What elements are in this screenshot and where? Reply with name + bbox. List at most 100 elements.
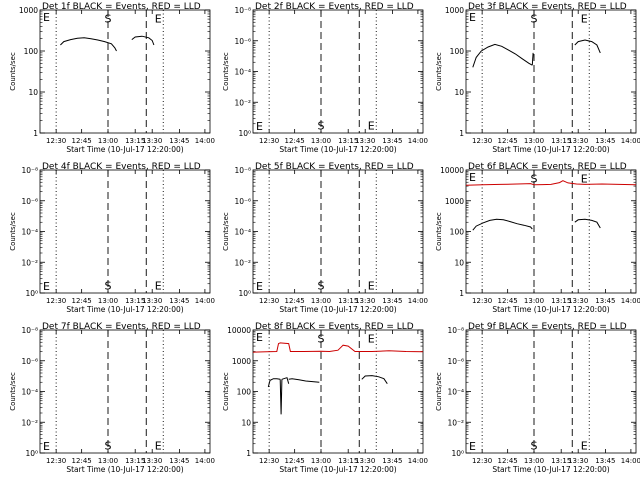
edge-marker: E (256, 331, 263, 344)
edge-marker: E (469, 440, 476, 453)
y-axis-label: Counts/sec (9, 212, 17, 251)
x-tick-label: 13:45 (595, 297, 615, 305)
plot-frame (39, 9, 211, 134)
x-tick-label: 12:30 (46, 137, 66, 145)
y-tick-label: 1 (246, 449, 251, 458)
x-tick-label: 12:45 (285, 137, 305, 145)
y-tick-label: 100 (24, 47, 39, 56)
detector-panel: Det 4f BLACK = Events, RED = LLD 10⁰ 10⁻² 1… (9, 162, 215, 314)
x-axis-label: Start Time (10-Jul-17 12:20:00) (492, 465, 609, 474)
plot-frame (39, 169, 211, 294)
y-tick-label: 1 (459, 289, 464, 298)
edge-marker: E (43, 440, 50, 453)
x-tick-label: 13:00 (311, 137, 331, 145)
detector-panel: Det 3f BLACK = Events, RED = LLD 1 10 100 10… (435, 2, 640, 154)
y-tick-label: 100 (450, 228, 465, 237)
y-tick-label: 1000 (19, 6, 38, 15)
y-tick-label: 10⁻⁸ (234, 166, 251, 175)
x-tick-label: 13:00 (311, 297, 331, 305)
end-marker: E (581, 13, 588, 26)
y-tick-label: 10⁻² (234, 98, 251, 107)
x-tick-label: 13:00 (98, 457, 118, 465)
y-tick-label: 100 (450, 47, 465, 56)
start-marker: S (318, 333, 325, 346)
y-tick-label: 10 (28, 88, 38, 97)
panel-title: Det 3f BLACK = Events, RED = LLD (468, 2, 627, 12)
plot-frame (465, 9, 637, 134)
x-tick-label: 14:00 (621, 137, 640, 145)
start-marker: S (318, 280, 325, 293)
x-tick-label: 13:45 (382, 297, 402, 305)
y-tick-label: 10⁻² (21, 418, 38, 427)
y-tick-label: 10⁻⁴ (447, 388, 464, 397)
edge-marker: E (43, 280, 50, 293)
panel-title: Det 5f BLACK = Events, RED = LLD (255, 162, 414, 172)
end-marker: E (155, 280, 162, 293)
edge-marker: E (469, 11, 476, 24)
x-tick-label: 12:30 (472, 137, 492, 145)
y-tick-label: 10⁰ (238, 129, 251, 138)
x-tick-label: 13:15 (125, 297, 145, 305)
end-marker: E (581, 173, 588, 186)
x-tick-label: 14:00 (408, 297, 428, 305)
x-tick-label: 13:30 (142, 457, 162, 465)
x-tick-label: 13:30 (355, 137, 375, 145)
lld-series-line (465, 180, 637, 186)
x-tick-label: 12:30 (472, 457, 492, 465)
x-tick-label: 12:30 (46, 297, 66, 305)
y-axis-label: Counts/sec (9, 372, 17, 411)
y-axis-label: Counts/sec (435, 372, 443, 411)
plot-frame (39, 329, 211, 454)
x-tick-label: 12:45 (285, 297, 305, 305)
y-tick-label: 10⁻⁴ (21, 228, 38, 237)
x-tick-label: 14:00 (408, 457, 428, 465)
y-tick-label: 10⁰ (25, 289, 38, 298)
plot-frame (252, 329, 424, 454)
y-tick-label: 1000 (232, 357, 251, 366)
x-tick-label: 13:45 (169, 137, 189, 145)
y-tick-label: 10⁰ (25, 449, 38, 458)
x-tick-label: 13:00 (98, 297, 118, 305)
x-tick-label: 14:00 (195, 137, 215, 145)
x-tick-label: 14:00 (621, 297, 640, 305)
y-tick-label: 10⁰ (238, 289, 251, 298)
end-marker: E (155, 13, 162, 26)
start-marker: S (531, 440, 538, 453)
y-tick-label: 10⁻⁶ (234, 37, 251, 46)
end-marker: E (581, 440, 588, 453)
y-axis-label: Counts/sec (9, 52, 17, 91)
y-axis-label: Counts/sec (222, 372, 230, 411)
x-tick-label: 13:00 (524, 137, 544, 145)
y-tick-label: 10⁻² (21, 258, 38, 267)
x-tick-label: 13:15 (125, 457, 145, 465)
lld-series-line (252, 342, 424, 353)
x-axis-label: Start Time (10-Jul-17 12:20:00) (279, 305, 396, 314)
plot-frame (465, 329, 637, 454)
end-marker: E (155, 440, 162, 453)
x-tick-label: 12:45 (72, 297, 92, 305)
y-axis-label: Counts/sec (435, 212, 443, 251)
y-tick-label: 10 (241, 418, 251, 427)
events-series-line (574, 39, 601, 54)
x-tick-label: 13:15 (551, 457, 571, 465)
x-tick-label: 12:30 (259, 297, 279, 305)
detector-panel: Det 1f BLACK = Events, RED = LLD 1 10 100 10… (9, 2, 215, 154)
x-tick-label: 13:30 (355, 457, 375, 465)
panel-title: Det 6f BLACK = Events, RED = LLD (468, 162, 627, 172)
x-tick-label: 13:45 (169, 297, 189, 305)
events-series-line (60, 37, 117, 52)
events-series-line (267, 378, 281, 388)
x-tick-label: 13:00 (311, 457, 331, 465)
events-series-line (361, 375, 388, 384)
y-tick-label: 1 (459, 129, 464, 138)
x-axis-label: Start Time (10-Jul-17 12:20:00) (279, 465, 396, 474)
x-tick-label: 12:30 (259, 457, 279, 465)
x-tick-label: 13:15 (338, 457, 358, 465)
events-series-line (281, 377, 290, 384)
events-series-line (531, 52, 534, 66)
x-tick-label: 13:15 (338, 297, 358, 305)
x-axis-label: Start Time (10-Jul-17 12:20:00) (66, 145, 183, 154)
start-marker: S (105, 13, 112, 26)
x-tick-label: 13:15 (551, 137, 571, 145)
y-tick-label: 10⁻⁸ (21, 166, 38, 175)
